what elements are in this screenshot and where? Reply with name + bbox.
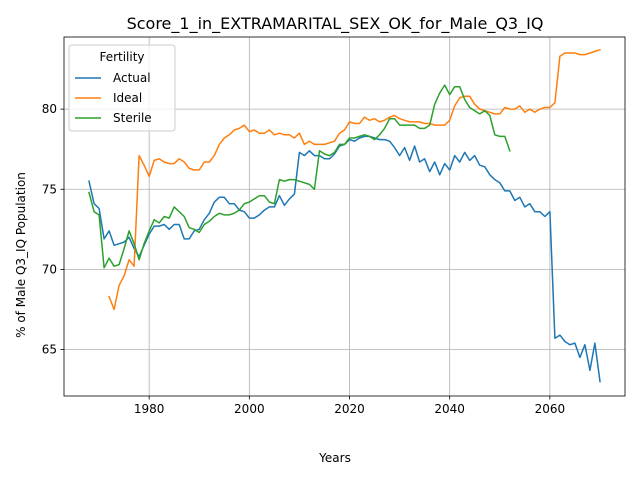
x-tick-label: 2000 bbox=[234, 402, 265, 416]
y-tick-label: 70 bbox=[42, 262, 57, 276]
y-tick-label: 80 bbox=[42, 102, 57, 116]
legend-label-ideal: Ideal bbox=[113, 91, 142, 105]
y-tick-label: 65 bbox=[42, 343, 57, 357]
legend-box bbox=[68, 44, 176, 132]
x-axis-ticks: 1980 2000 2020 2040 2060 bbox=[134, 396, 565, 416]
y-axis-label: % of Male Q3_IQ Population bbox=[14, 172, 28, 338]
legend: Fertility Actual Ideal Sterile bbox=[68, 44, 176, 132]
plot-frame bbox=[63, 36, 626, 397]
legend-entries: Actual Ideal Sterile bbox=[75, 71, 152, 125]
x-axis-label: Years bbox=[318, 451, 351, 465]
chart-title: Score_1_in_EXTRAMARITAL_SEX_OK_for_Male_… bbox=[127, 14, 544, 34]
x-tick-label: 2060 bbox=[535, 402, 566, 416]
x-tick-label: 1980 bbox=[134, 402, 165, 416]
y-axis-ticks: 65 70 75 80 bbox=[42, 102, 64, 357]
y-tick-label: 75 bbox=[42, 182, 57, 196]
legend-label-actual: Actual bbox=[113, 71, 151, 85]
legend-title: Fertility bbox=[99, 50, 144, 64]
legend-label-sterile: Sterile bbox=[113, 111, 152, 125]
x-tick-label: 2040 bbox=[434, 402, 465, 416]
x-tick-label: 2020 bbox=[334, 402, 365, 416]
series-line-sterile bbox=[88, 84, 511, 269]
series-line-ideal bbox=[108, 48, 601, 311]
series-lines bbox=[88, 48, 601, 383]
